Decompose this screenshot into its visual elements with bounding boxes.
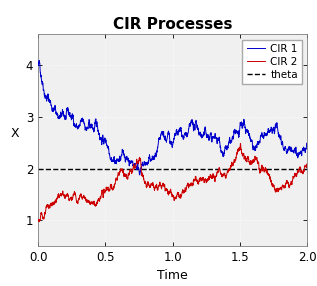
X-axis label: Time: Time <box>157 269 188 282</box>
CIR 2 <box>60 193 64 196</box>
CIR 2 <box>42 216 46 220</box>
CIR 1 <box>42 93 46 96</box>
CIR 1 <box>51 106 55 110</box>
CIR 2 <box>306 166 309 169</box>
CIR 2 <box>37 220 41 223</box>
CIR 1 <box>306 144 309 147</box>
CIR 1 <box>37 59 41 62</box>
CIR 2 <box>258 171 262 174</box>
CIR 1 <box>60 112 64 116</box>
CIR 1 <box>36 63 40 67</box>
theta <box>171 167 175 170</box>
CIR 1 <box>136 166 140 170</box>
CIR 2 <box>238 142 242 145</box>
CIR 1 <box>258 140 262 143</box>
Y-axis label: X: X <box>10 127 19 140</box>
Line: CIR 1: CIR 1 <box>38 61 307 175</box>
CIR 2 <box>36 219 40 222</box>
CIR 1 <box>138 173 141 176</box>
CIR 2 <box>136 162 140 165</box>
Legend: CIR 1, CIR 2, theta: CIR 1, CIR 2, theta <box>243 39 302 84</box>
theta <box>36 167 40 170</box>
CIR 1 <box>198 130 202 134</box>
CIR 2 <box>198 177 202 180</box>
Line: CIR 2: CIR 2 <box>38 144 307 221</box>
Title: CIR Processes: CIR Processes <box>113 17 232 32</box>
CIR 2 <box>51 202 55 205</box>
